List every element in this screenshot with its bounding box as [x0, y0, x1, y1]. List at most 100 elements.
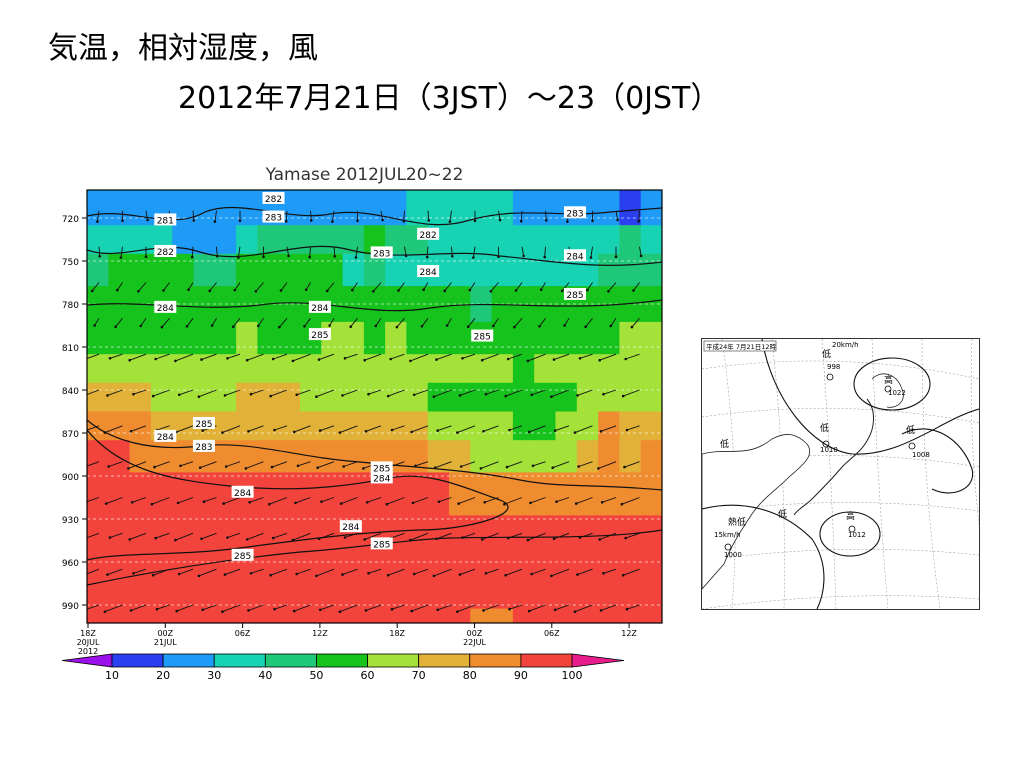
wind-arrow	[237, 246, 241, 258]
wind-arrow-head	[262, 255, 265, 258]
wind-arrow-head	[420, 325, 424, 328]
wind-arrow-head	[93, 324, 96, 327]
y-tick-label: 930	[62, 516, 79, 526]
wind-arrow-head	[254, 290, 258, 293]
wind-arrow-head	[245, 538, 249, 541]
wind-arrow-head	[284, 219, 288, 223]
contour-label: 282	[265, 195, 282, 205]
wind-arrow-head	[480, 358, 484, 362]
wind-arrow	[91, 282, 100, 292]
rh-cell	[449, 440, 471, 474]
wind-arrow	[508, 532, 523, 539]
rh-cell	[598, 608, 620, 623]
wind-arrow	[423, 282, 429, 290]
rh-cell	[598, 515, 620, 567]
map-header: 平成24年 7月21日12時	[706, 342, 777, 351]
contour-label-box	[154, 244, 177, 257]
wind-arrow-head	[202, 500, 206, 504]
wind-arrow	[461, 461, 476, 467]
wind-arrow-head	[484, 392, 488, 396]
wind-arrow-head	[538, 325, 541, 328]
wind-arrow-head	[338, 431, 342, 434]
rh-cell	[363, 190, 386, 226]
wind-arrow-head	[153, 465, 156, 469]
wind-arrow	[87, 497, 100, 503]
wind-arrow	[234, 282, 241, 291]
x-tick-label: 12Z	[312, 629, 328, 638]
wind-arrow-head	[248, 501, 251, 504]
rh-cell	[491, 411, 514, 441]
rh-cell	[619, 565, 642, 610]
wind-arrow	[200, 461, 217, 469]
rh-cell	[512, 472, 535, 516]
wind-arrow	[506, 461, 523, 468]
rh-cell	[385, 515, 407, 567]
wind-arrow-head	[351, 288, 354, 292]
wind-arrow	[555, 604, 570, 611]
rh-cell	[87, 440, 109, 474]
rh-cell	[172, 354, 195, 384]
wind-arrow-head	[578, 536, 582, 539]
rh-cell	[342, 608, 365, 623]
wind-arrow	[350, 318, 358, 327]
wind-arrow	[232, 318, 241, 327]
wind-arrow	[603, 568, 617, 574]
rh-cell	[214, 515, 237, 567]
wind-arrow	[247, 532, 264, 540]
wind-arrow	[273, 532, 288, 539]
wind-arrow-head	[310, 219, 313, 222]
rh-cell	[619, 190, 642, 226]
plot-frame	[86, 189, 663, 624]
rh-cell	[491, 253, 514, 287]
x-tick-label: 21JUL	[154, 638, 177, 647]
rh-cell	[236, 440, 258, 474]
wind-arrow-head	[531, 464, 535, 468]
temperature-contour	[87, 419, 662, 491]
wind-arrow-head	[390, 428, 394, 432]
rh-cell	[406, 440, 429, 474]
wind-arrow-head	[238, 219, 242, 223]
wind-arrow-head	[98, 254, 102, 258]
wind-arrow-head	[292, 609, 296, 613]
wind-arrow-head	[291, 359, 295, 363]
wind-arrow	[343, 461, 358, 467]
wind-arrow	[368, 389, 382, 395]
rh-cell	[87, 608, 109, 623]
wind-arrow-head	[226, 357, 229, 360]
wind-arrow-head	[526, 359, 530, 363]
rh-cell	[342, 321, 365, 355]
rh-cell	[108, 225, 131, 255]
rh-cell	[512, 321, 535, 355]
rh-cell	[449, 321, 471, 355]
wind-arrow-head	[303, 325, 306, 328]
wind-arrow	[396, 318, 405, 328]
wind-arrow	[94, 318, 100, 326]
wind-arrow	[508, 353, 523, 360]
wind-arrow-head	[331, 220, 334, 223]
wind-arrow-head	[271, 357, 275, 361]
wind-arrow	[365, 604, 382, 611]
wind-arrow-head	[119, 256, 123, 259]
wind-arrow	[459, 389, 476, 396]
rh-cell	[512, 190, 535, 226]
rh-cell	[598, 565, 620, 610]
rh-cell	[449, 411, 471, 441]
wind-arrow	[498, 210, 501, 221]
rh-cell	[619, 411, 642, 441]
wind-arrow-head	[354, 256, 358, 259]
colorbar-segment	[316, 653, 368, 668]
wind-arrow	[410, 532, 429, 541]
wind-arrow-head	[222, 502, 225, 505]
wind-arrow-head	[317, 537, 321, 541]
wind-arrow	[490, 282, 499, 292]
rh-cell	[385, 286, 407, 323]
wind-arrow-head	[365, 501, 369, 504]
wind-arrow-head	[576, 394, 579, 397]
wind-arrow	[411, 604, 429, 612]
wind-arrow	[87, 353, 100, 359]
wind-arrow	[138, 282, 147, 292]
rh-cell	[321, 354, 344, 384]
coastline-asia	[701, 434, 810, 591]
wind-arrow	[249, 497, 264, 503]
rh-cell	[129, 321, 152, 355]
